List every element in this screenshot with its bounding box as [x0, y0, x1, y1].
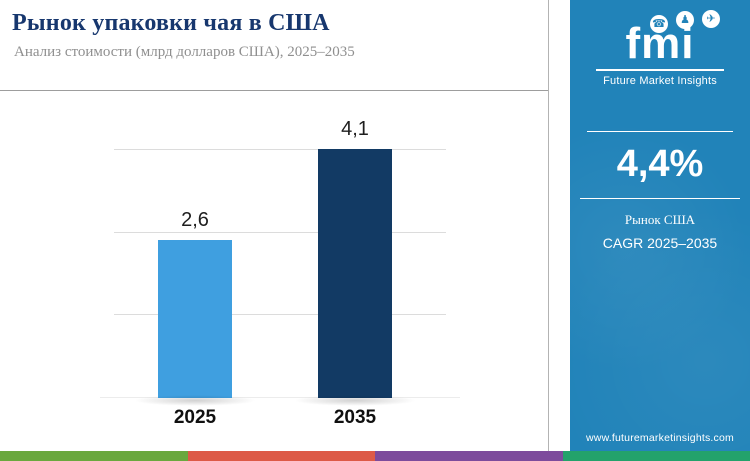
stat-label-cagr: CAGR 2025–2035	[602, 235, 718, 252]
header: Рынок упаковки чая в США Анализ стоимост…	[12, 10, 532, 61]
strip-segment-green	[0, 451, 188, 461]
sidebar: ☎ ♟ ✈ fmi Future Market Insights 4,4% Ры…	[570, 0, 750, 451]
logo-caption: Future Market Insights	[603, 75, 717, 88]
phone-icon: ☎	[650, 15, 668, 33]
plane-icon: ✈	[702, 10, 720, 28]
header-divider	[0, 90, 548, 91]
x-axis-line	[100, 397, 460, 398]
page-title: Рынок упаковки чая в США	[12, 10, 330, 36]
footer-strip	[0, 451, 750, 461]
logo-icon-row: ☎ ♟ ✈	[570, 10, 750, 33]
stat-divider-top	[587, 131, 733, 133]
bar-shadow	[134, 395, 256, 406]
page-subtitle: Анализ стоимости (млрд долларов США), 20…	[14, 44, 355, 60]
cagr-stat: 4,4% Рынок США CAGR 2025–2035	[570, 131, 750, 251]
gridline	[114, 314, 446, 316]
fmi-logo: ☎ ♟ ✈ fmi Future Market Insights	[570, 10, 750, 87]
stat-divider-bottom	[580, 198, 740, 200]
stat-label-market: Рынок США	[624, 212, 696, 228]
stat-value: 4,4%	[616, 143, 704, 186]
strip-segment-red	[187, 451, 375, 461]
strip-segment-teal	[562, 451, 750, 461]
bar-2035	[318, 149, 392, 398]
bar-chart: 2,6 4,1	[100, 113, 460, 398]
gridline	[114, 149, 446, 151]
person-icon: ♟	[676, 11, 694, 29]
bar-value-2025: 2,6	[181, 209, 209, 232]
vertical-divider	[548, 0, 549, 461]
gridline	[114, 231, 446, 233]
strip-segment-purple	[375, 451, 563, 461]
logo-divider	[596, 69, 724, 72]
bar-group-2025: 2,6	[130, 113, 260, 398]
website-link[interactable]: www.futuremarketinsights.com	[586, 432, 734, 444]
bar-2025	[158, 240, 232, 398]
x-label-2025: 2025	[173, 407, 217, 428]
bar-group-2035: 4,1	[290, 113, 420, 398]
bar-shadow	[294, 395, 416, 406]
x-label-2035: 2035	[333, 407, 377, 428]
bar-value-2035: 4,1	[341, 118, 369, 141]
